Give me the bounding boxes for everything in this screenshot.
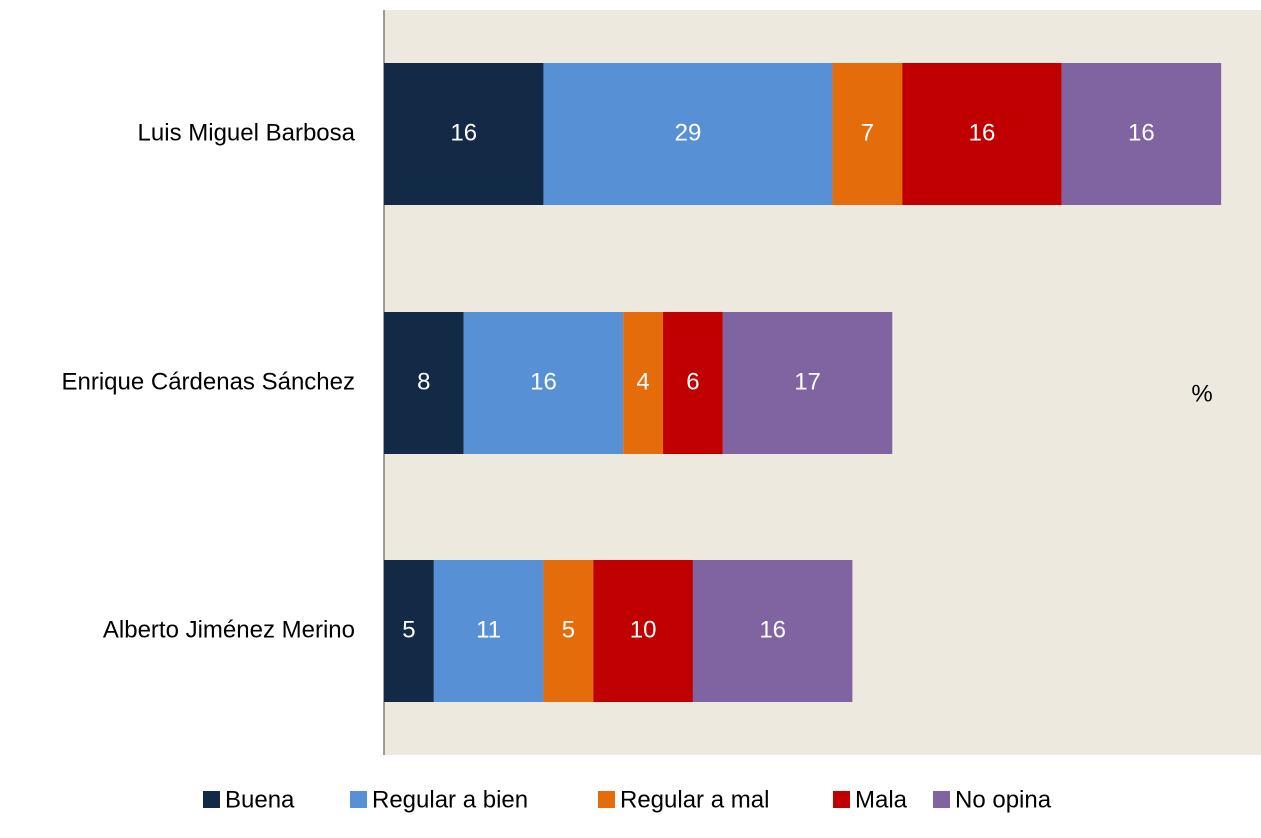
data-label: 16 bbox=[1128, 119, 1155, 146]
data-label: 10 bbox=[630, 616, 657, 643]
unit-label: % bbox=[1191, 380, 1212, 407]
bar-segment bbox=[692, 560, 853, 702]
bar-segment bbox=[902, 63, 1062, 205]
bar-segment bbox=[384, 63, 544, 205]
data-label: 6 bbox=[686, 368, 699, 395]
y-tick-label: Enrique Cárdenas Sánchez bbox=[61, 368, 355, 395]
legend-label: Regular a mal bbox=[620, 786, 769, 813]
data-label: 8 bbox=[417, 368, 430, 395]
data-label: 16 bbox=[969, 119, 996, 146]
legend-swatch bbox=[598, 791, 615, 808]
bar-segment bbox=[384, 560, 434, 702]
legend-label: No opina bbox=[955, 786, 1052, 813]
legend-swatch bbox=[350, 791, 367, 808]
data-label: 16 bbox=[530, 368, 557, 395]
legend-label: Buena bbox=[225, 786, 295, 813]
legend-label: Mala bbox=[855, 786, 908, 813]
bar-segment bbox=[832, 63, 903, 205]
bar-segment bbox=[543, 560, 594, 702]
data-label: 16 bbox=[450, 119, 477, 146]
y-tick-label: Alberto Jiménez Merino bbox=[103, 616, 355, 643]
bar-segment bbox=[543, 63, 833, 205]
data-label: 5 bbox=[402, 616, 415, 643]
bar-segment bbox=[623, 312, 664, 454]
bar-segment bbox=[433, 560, 544, 702]
data-label: 11 bbox=[476, 616, 501, 643]
legend-swatch bbox=[933, 791, 950, 808]
bar-segment bbox=[384, 312, 464, 454]
bar-segment bbox=[593, 560, 693, 702]
bars: Luis Miguel Barbosa 16 29 7 16 16 Enrique Cárd… bbox=[61, 63, 1222, 702]
bar-segment bbox=[663, 312, 723, 454]
data-label: 4 bbox=[636, 368, 649, 395]
legend-label: Regular a bien bbox=[372, 786, 528, 813]
y-tick-label: Luis Miguel Barbosa bbox=[138, 119, 356, 146]
legend: Buena Regular a bien Regular a mal Mala No o… bbox=[203, 786, 1052, 813]
bar-segment bbox=[1061, 63, 1222, 205]
bar-segment bbox=[463, 312, 624, 454]
data-label: 29 bbox=[675, 119, 702, 146]
bar-segment bbox=[722, 312, 893, 454]
legend-swatch bbox=[203, 791, 220, 808]
data-label: 16 bbox=[759, 616, 786, 643]
data-label: 5 bbox=[562, 616, 575, 643]
data-label: 7 bbox=[861, 119, 874, 146]
legend-swatch bbox=[833, 791, 850, 808]
data-label: 17 bbox=[794, 368, 821, 395]
